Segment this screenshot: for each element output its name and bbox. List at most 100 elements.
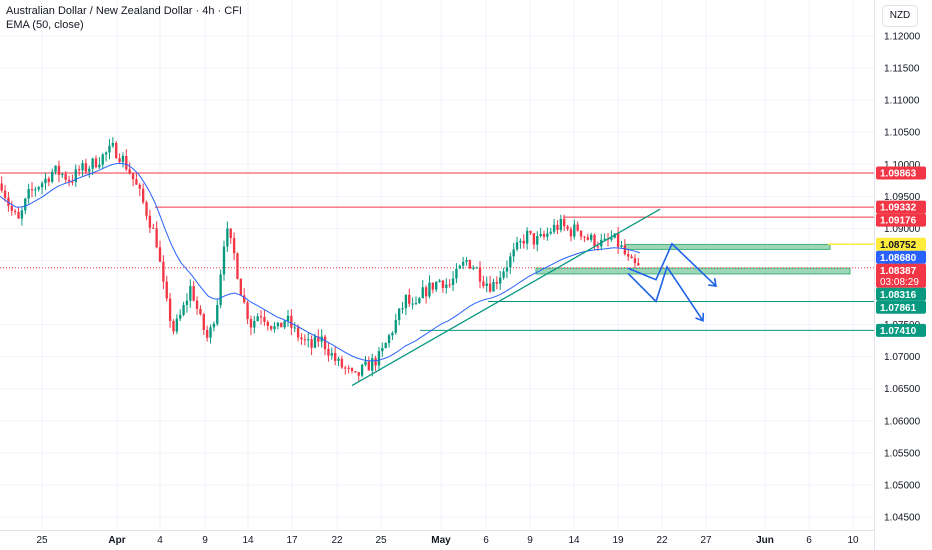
- candle-body: [620, 245, 623, 247]
- candle: [556, 220, 559, 235]
- candle: [327, 342, 330, 362]
- candle-body: [269, 326, 273, 330]
- candle-body: [488, 283, 492, 292]
- candle-body: [492, 282, 495, 292]
- candle: [209, 324, 212, 344]
- candle-body: [155, 228, 158, 248]
- candle-body: [418, 298, 421, 303]
- candle-body: [283, 320, 286, 328]
- candle-body: [344, 367, 347, 369]
- candle-body: [219, 274, 222, 306]
- candle: [131, 173, 135, 187]
- candle-body: [408, 294, 411, 304]
- candle-body: [108, 145, 111, 153]
- candle-body: [128, 169, 131, 174]
- candle-body: [175, 318, 179, 332]
- price-label-resistance-1: 1.09863: [876, 166, 926, 180]
- candle: [155, 221, 158, 249]
- y-tick-label: 1.09000: [884, 224, 921, 235]
- candle-body: [515, 242, 519, 250]
- candle-body: [307, 339, 310, 341]
- candle: [273, 321, 276, 333]
- candle-body: [340, 358, 344, 368]
- candle-body: [394, 320, 397, 333]
- candle: [182, 301, 185, 317]
- candle-body: [229, 228, 232, 238]
- candle-body: [512, 249, 515, 257]
- candle: [88, 165, 91, 178]
- x-tick-label: 25: [36, 535, 48, 546]
- x-tick-label: 19: [612, 535, 624, 546]
- candle: [458, 264, 461, 270]
- candle-body: [603, 238, 606, 240]
- candle-body: [20, 210, 24, 219]
- candle-body: [475, 267, 478, 269]
- candle-body: [414, 302, 418, 304]
- candle-body: [374, 358, 377, 366]
- price-label-resistance-2-bg: [876, 200, 926, 214]
- candle-body: [421, 287, 424, 299]
- chart-title: Australian Dollar / New Zealand Dollar ·…: [6, 5, 242, 17]
- candle-body: [152, 227, 155, 229]
- y-tick-label: 1.11500: [884, 64, 920, 75]
- candle: [101, 153, 104, 169]
- candle-body: [509, 256, 512, 268]
- candle-body: [310, 339, 313, 348]
- candle-body: [91, 158, 94, 169]
- candle: [559, 214, 563, 233]
- candle-body: [610, 237, 613, 240]
- candle-body: [88, 168, 91, 172]
- candle: [17, 206, 20, 219]
- candle: [179, 309, 182, 322]
- candle: [371, 353, 374, 377]
- price-label-ema-bg: [876, 250, 926, 264]
- candle-body: [27, 189, 30, 199]
- candle: [573, 219, 576, 240]
- time-axis[interactable]: 25 Apr 4 9 14 17 22 25 May 6 9 14 19 22 27 Jun 6 10: [0, 530, 874, 547]
- candle-body: [397, 308, 401, 321]
- y-tick-label: 1.06000: [884, 416, 921, 427]
- candle: [162, 255, 165, 290]
- candle-body: [286, 315, 290, 321]
- candle-body: [317, 336, 320, 342]
- candle: [394, 313, 397, 335]
- price-label-resistance-1-bg: [876, 166, 926, 180]
- candle: [67, 175, 71, 187]
- candle-body: [162, 261, 165, 282]
- candle: [340, 355, 344, 369]
- candle-body: [445, 284, 448, 289]
- candle: [236, 252, 239, 280]
- candle-body: [364, 361, 367, 365]
- candle-body: [431, 282, 435, 290]
- candle: [138, 183, 141, 197]
- candle: [448, 279, 451, 289]
- demand-zone: [535, 267, 851, 275]
- candle-body: [232, 237, 236, 254]
- candle: [579, 230, 583, 241]
- candle: [360, 363, 364, 378]
- candle: [529, 230, 532, 235]
- candle: [563, 214, 566, 232]
- price-label-support-zone: 1.08316: [876, 287, 926, 301]
- candle-body: [505, 267, 509, 272]
- candle: [108, 138, 111, 160]
- candle-body: [519, 240, 522, 243]
- candle-body: [391, 332, 394, 336]
- candle: [387, 333, 391, 348]
- candle-body: [387, 335, 391, 344]
- candle: [461, 256, 465, 270]
- price-axis[interactable]: 1.12000 1.11500 1.11000 1.10500 1.10000 1.095…: [874, 0, 921, 550]
- x-tick-label: May: [431, 535, 451, 546]
- currency-selector[interactable]: NZD: [882, 5, 918, 27]
- candle: [10, 200, 13, 216]
- candle: [47, 176, 51, 187]
- candle-body: [371, 358, 374, 371]
- indicator-legend[interactable]: EMA (50, close): [6, 19, 84, 31]
- projection-path: [627, 265, 704, 322]
- candle-body: [438, 280, 441, 283]
- candle-body: [589, 234, 593, 240]
- candle: [27, 183, 30, 204]
- candle-body: [499, 277, 502, 284]
- candle-body: [172, 320, 175, 332]
